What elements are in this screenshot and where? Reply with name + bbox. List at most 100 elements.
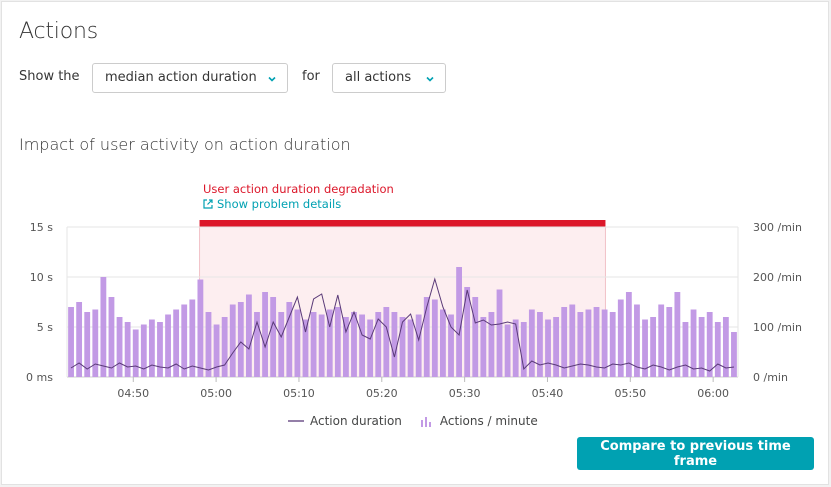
bar bbox=[318, 314, 325, 377]
metric-dropdown-value: median action duration bbox=[105, 70, 257, 85]
bar bbox=[108, 297, 115, 377]
bar bbox=[585, 309, 592, 377]
bar bbox=[577, 312, 584, 377]
bar bbox=[213, 324, 220, 377]
bar bbox=[480, 317, 487, 377]
bar bbox=[625, 292, 632, 377]
bar bbox=[399, 317, 406, 377]
bar bbox=[229, 304, 236, 377]
bar bbox=[84, 312, 91, 377]
metric-dropdown[interactable]: median action duration bbox=[92, 63, 288, 93]
bar bbox=[334, 307, 341, 377]
y-left-tick-label: 5 s bbox=[37, 321, 53, 334]
bar bbox=[245, 294, 252, 377]
bar bbox=[472, 297, 479, 377]
bar bbox=[698, 317, 705, 377]
bar bbox=[100, 277, 107, 377]
bar bbox=[375, 312, 382, 377]
bar bbox=[351, 312, 357, 377]
line-legend-icon bbox=[288, 420, 304, 422]
bar bbox=[254, 312, 260, 377]
bar bbox=[666, 307, 673, 377]
bar bbox=[359, 314, 365, 377]
x-tick-label: 04:50 bbox=[117, 387, 149, 400]
compare-button[interactable]: Compare to previous time frame bbox=[577, 437, 814, 470]
bar bbox=[157, 322, 163, 377]
problem-bar bbox=[199, 220, 606, 227]
bar bbox=[124, 322, 131, 377]
chevron-down-icon bbox=[268, 76, 276, 82]
show-label: Show the bbox=[19, 69, 80, 84]
bar bbox=[512, 319, 519, 377]
legend-item-action-duration[interactable]: Action duration bbox=[288, 414, 402, 428]
bar bbox=[407, 319, 414, 377]
bar bbox=[148, 319, 155, 377]
scope-dropdown[interactable]: all actions bbox=[332, 63, 446, 93]
bar bbox=[650, 317, 657, 377]
bar bbox=[634, 304, 640, 377]
legend-item-actions-per-minute[interactable]: Actions / minute bbox=[420, 414, 538, 428]
bar bbox=[496, 289, 503, 377]
bar bbox=[116, 317, 123, 377]
scope-dropdown-value: all actions bbox=[345, 70, 412, 85]
show-problem-details-link[interactable]: Show problem details bbox=[203, 197, 341, 211]
bar bbox=[601, 309, 608, 377]
y-right-tick-label: 0 /min bbox=[753, 371, 788, 384]
bar bbox=[423, 297, 430, 377]
bar bbox=[722, 317, 729, 377]
show-problem-details-label: Show problem details bbox=[217, 197, 342, 211]
x-tick-label: 05:50 bbox=[614, 387, 646, 400]
bar bbox=[302, 319, 309, 377]
bar bbox=[294, 309, 301, 377]
bar bbox=[658, 304, 665, 377]
bar bbox=[326, 309, 333, 377]
bar bbox=[76, 302, 83, 377]
bar bbox=[537, 312, 543, 377]
bar bbox=[609, 312, 616, 377]
y-left-tick-label: 10 s bbox=[30, 271, 53, 284]
x-tick-label: 05:40 bbox=[532, 387, 564, 400]
bar bbox=[415, 314, 422, 377]
legend-label-actions-per-minute: Actions / minute bbox=[439, 414, 538, 428]
bar bbox=[221, 317, 228, 377]
bar bbox=[383, 307, 390, 377]
bar bbox=[278, 312, 285, 377]
bar bbox=[731, 332, 737, 377]
problem-title: User action duration degradation bbox=[203, 182, 394, 196]
chart-title: Impact of user activity on action durati… bbox=[19, 135, 351, 154]
bar bbox=[714, 322, 721, 377]
bar bbox=[593, 307, 600, 377]
bar bbox=[205, 312, 212, 377]
bar bbox=[92, 309, 99, 377]
bar bbox=[528, 309, 535, 377]
bar bbox=[520, 322, 527, 377]
x-tick-label: 05:10 bbox=[283, 387, 315, 400]
chart-legend: Action duration Actions / minute bbox=[288, 414, 538, 428]
bar bbox=[165, 314, 171, 377]
bar bbox=[690, 309, 697, 377]
bar-legend-icon bbox=[420, 417, 431, 427]
bar bbox=[682, 322, 689, 377]
bar bbox=[464, 287, 471, 377]
y-right-tick-label: 300 /min bbox=[753, 221, 802, 234]
bar bbox=[488, 312, 495, 377]
bar bbox=[342, 317, 349, 377]
bar bbox=[553, 317, 560, 377]
card-title: Actions bbox=[19, 19, 98, 44]
y-left-tick-label: 0 ms bbox=[26, 371, 53, 384]
x-tick-label: 05:30 bbox=[449, 387, 481, 400]
bar bbox=[262, 292, 268, 377]
bar bbox=[237, 302, 244, 377]
legend-label-action-duration: Action duration bbox=[310, 414, 402, 428]
external-link-icon bbox=[203, 199, 213, 209]
bar bbox=[173, 309, 180, 377]
chevron-down-icon bbox=[426, 76, 434, 82]
bar bbox=[456, 267, 463, 377]
x-tick-label: 06:00 bbox=[697, 387, 729, 400]
bar bbox=[561, 307, 568, 377]
bar bbox=[545, 319, 551, 377]
bar bbox=[181, 304, 188, 377]
y-right-tick-label: 200 /min bbox=[753, 271, 802, 284]
bar bbox=[674, 292, 681, 377]
